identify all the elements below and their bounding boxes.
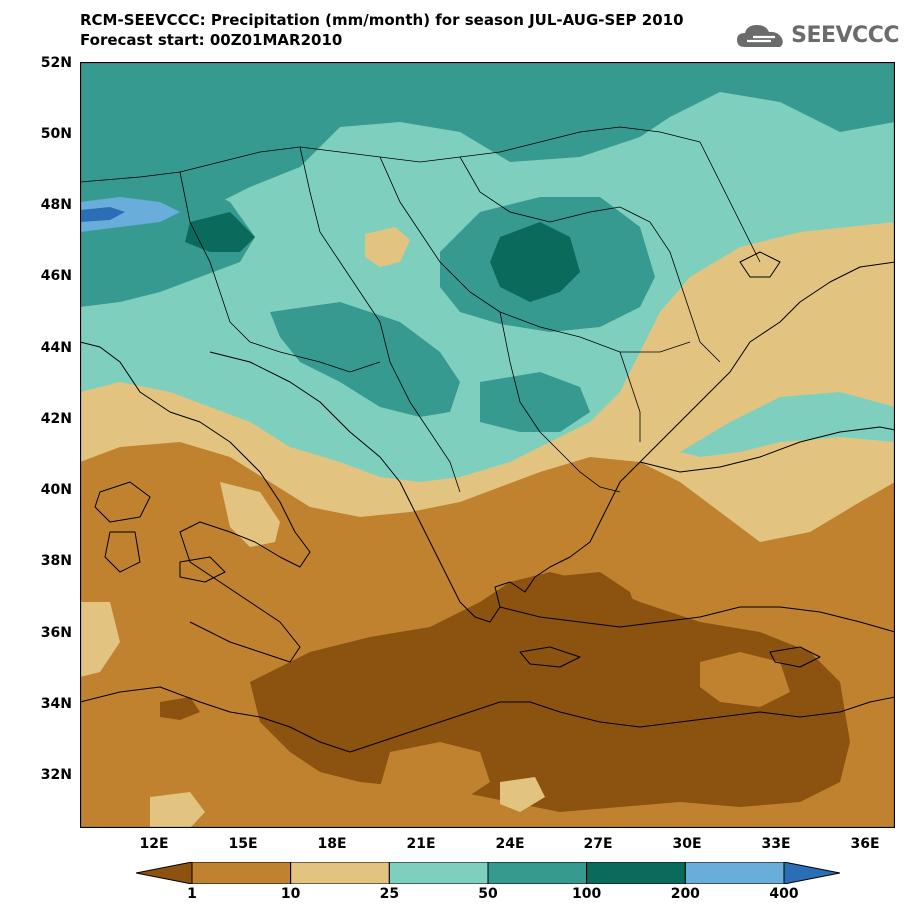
lat-label-52: 52N — [40, 55, 72, 71]
colorbar-label: 100 — [572, 886, 602, 902]
precipitation-map — [80, 62, 895, 828]
colorbar-seg-5 — [586, 861, 686, 885]
lon-label-30: 30E — [672, 836, 702, 852]
lat-label-48: 48N — [40, 197, 72, 213]
field-10-25-tunisia — [150, 792, 205, 828]
lon-label-33: 33E — [761, 836, 791, 852]
field-lt1-aegean — [510, 572, 640, 637]
lon-label-27: 27E — [583, 836, 613, 852]
lon-label-24: 24E — [495, 836, 525, 852]
lat-label-40: 40N — [40, 482, 72, 498]
cloud-icon — [737, 25, 783, 47]
lon-label-21: 21E — [406, 836, 436, 852]
lat-label-42: 42N — [40, 411, 72, 427]
title-line-2: Forecast start: 00Z01MAR2010 — [80, 31, 343, 49]
lat-label-46: 46N — [40, 268, 72, 284]
lat-label-32: 32N — [40, 767, 72, 783]
colorbar-label: 50 — [478, 886, 498, 902]
map-title: RCM-SEEVCCC: Precipitation (mm/month) fo… — [80, 10, 684, 50]
colorbar-label: 25 — [379, 886, 400, 902]
field-200-carpathian — [490, 222, 580, 302]
seevccc-logo: SEEVCCC — [735, 20, 899, 50]
lat-label-36: 36N — [40, 625, 72, 641]
colorbar-seg-3 — [388, 861, 489, 885]
lon-label-36: 36E — [850, 836, 880, 852]
lat-label-50: 50N — [40, 126, 72, 142]
colorbar-seg-6 — [684, 861, 785, 885]
logo-text: SEEVCCC — [791, 22, 899, 48]
lat-label-44: 44N — [40, 340, 72, 356]
colorbar-seg-4 — [487, 861, 588, 885]
field-10-25-libya — [500, 777, 545, 812]
field-lt1-sicily — [160, 697, 200, 720]
field-200-austria — [185, 212, 255, 252]
colorbar-label: 10 — [280, 886, 301, 902]
colorbar — [135, 861, 841, 885]
field-50-100-bulgaria — [480, 372, 590, 432]
colorbar-seg-7 — [783, 861, 841, 885]
lon-label-12: 12E — [139, 836, 169, 852]
lat-label-34: 34N — [40, 696, 72, 712]
lon-label-18: 18E — [317, 836, 347, 852]
lat-label-38: 38N — [40, 553, 72, 569]
field-10-25-hungary — [365, 227, 410, 267]
colorbar-seg-2 — [290, 861, 390, 885]
field-1-10-cyprus-region — [700, 652, 790, 707]
coastlines — [80, 251, 895, 753]
colorbar-label: 400 — [769, 886, 799, 902]
field-50-100-north — [80, 62, 895, 282]
field-10-25-west — [80, 602, 120, 677]
colorbar-label: 200 — [670, 886, 700, 902]
lon-label-15: 15E — [228, 836, 258, 852]
field-10-25-italy — [220, 482, 280, 547]
title-line-1: RCM-SEEVCCC: Precipitation (mm/month) fo… — [80, 11, 684, 29]
colorbar-seg-0 — [135, 861, 193, 885]
field-1-10-libya — [380, 742, 490, 807]
colorbar-label: 1 — [187, 886, 197, 902]
colorbar-segments — [135, 861, 841, 885]
field-200-400-alps — [80, 197, 180, 232]
field-50-100-balkans — [270, 302, 460, 417]
field-400-alps — [80, 207, 125, 222]
map-svg — [80, 62, 895, 828]
colorbar-svg — [135, 861, 841, 885]
field-25-50-blacksea — [680, 392, 895, 457]
country-borders — [80, 126, 761, 493]
colorbar-seg-1 — [191, 861, 292, 885]
